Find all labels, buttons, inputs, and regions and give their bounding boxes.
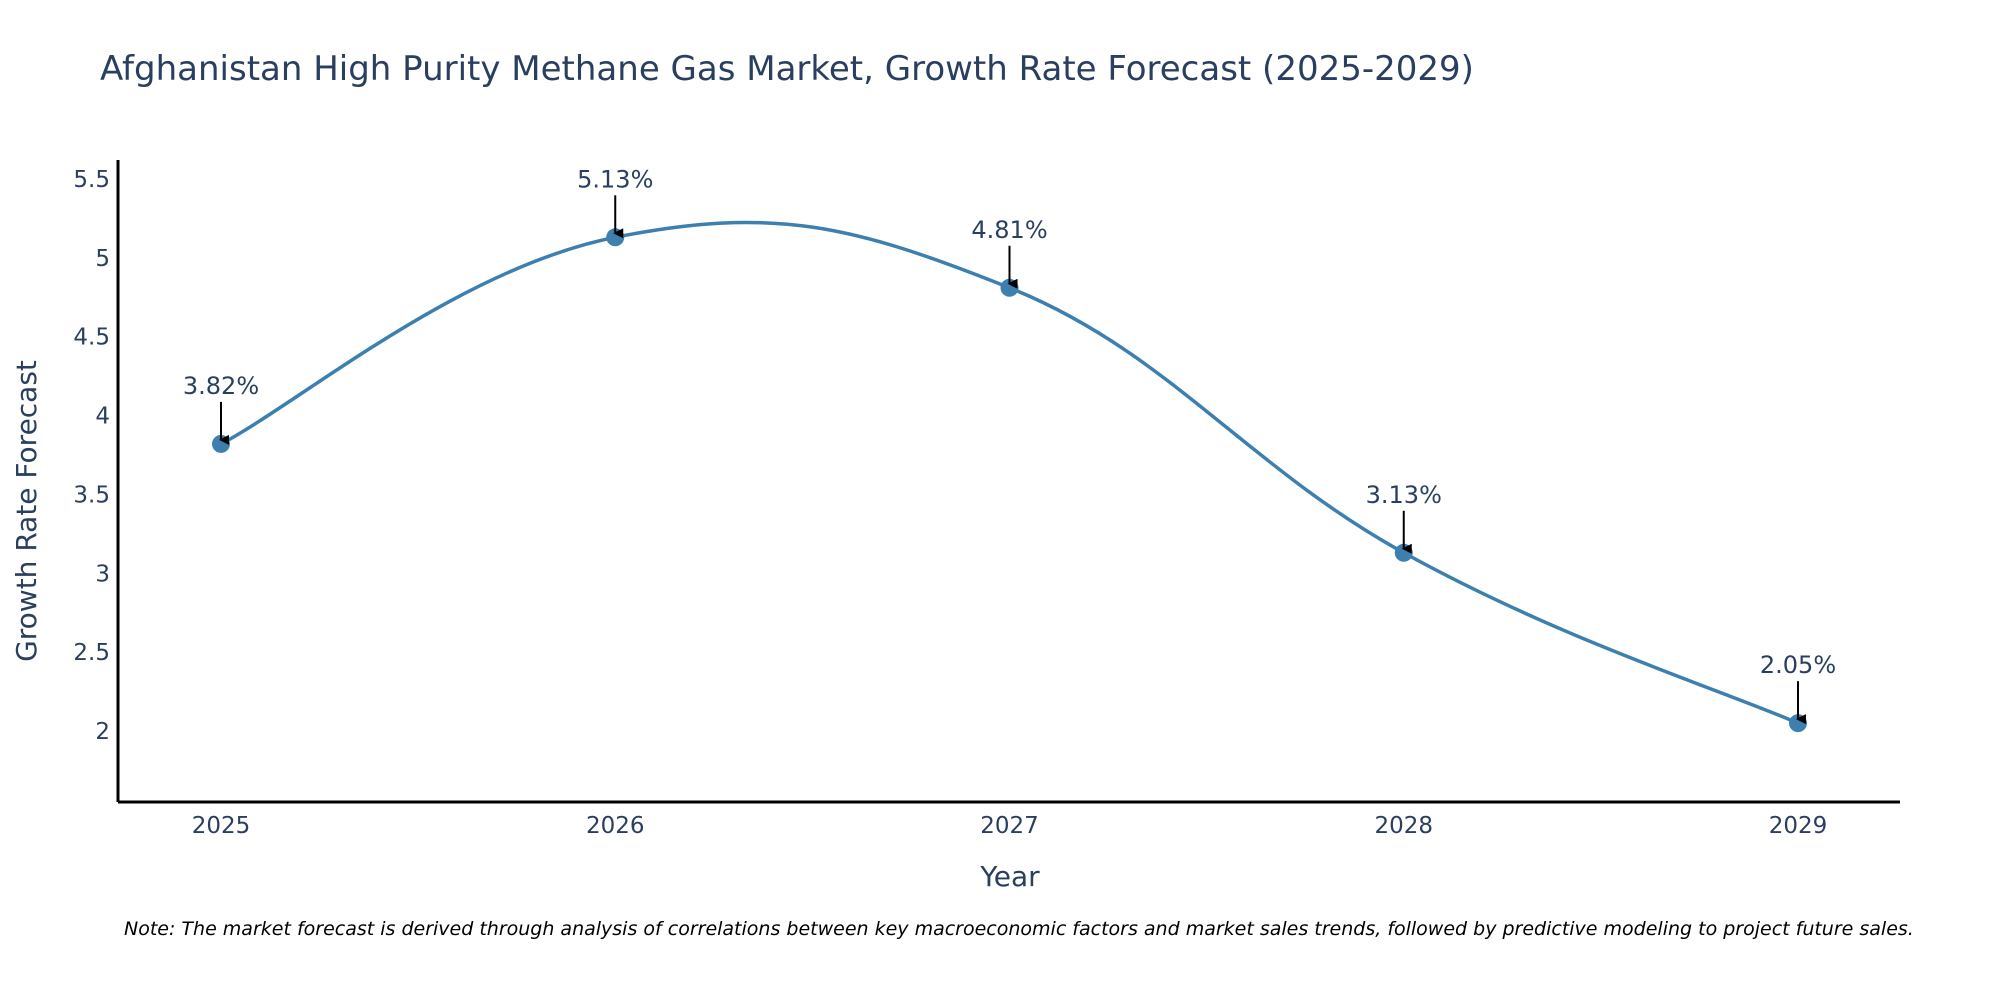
y-tick-label: 5.5 xyxy=(73,167,110,193)
x-tick-label: 2026 xyxy=(586,813,645,839)
x-axis-title: Year xyxy=(979,860,1040,893)
data-annotations: 3.82% 5.13% 4.81% 3.13% 2.05% xyxy=(183,165,1836,725)
footnote: Note: The market forecast is derived thr… xyxy=(124,918,1914,940)
y-tick-label: 5 xyxy=(95,246,110,272)
data-label: 2.05% xyxy=(1760,651,1836,679)
y-axis-ticks: 2 2.5 3 3.5 4 4.5 5 5.5 xyxy=(73,167,110,745)
axes xyxy=(116,160,1900,804)
x-axis-ticks: 2025 2026 2027 2028 2029 xyxy=(192,813,1828,839)
y-tick-label: 3 xyxy=(95,561,110,587)
data-label: 5.13% xyxy=(577,165,653,193)
y-axis-title: Growth Rate Forecast xyxy=(10,360,43,662)
x-tick-label: 2025 xyxy=(192,813,251,839)
y-tick-label: 2.5 xyxy=(73,640,110,666)
data-markers xyxy=(212,228,1807,733)
series-line xyxy=(220,220,1799,725)
y-tick-label: 2 xyxy=(95,719,110,745)
y-tick-label: 4 xyxy=(95,404,110,430)
chart-title: Afghanistan High Purity Methane Gas Mark… xyxy=(100,49,1474,89)
y-tick-label: 4.5 xyxy=(73,325,110,351)
x-tick-label: 2029 xyxy=(1769,813,1828,839)
x-tick-label: 2028 xyxy=(1374,813,1433,839)
data-label: 4.81% xyxy=(971,216,1047,244)
y-tick-label: 3.5 xyxy=(73,482,110,508)
data-label: 3.82% xyxy=(183,372,259,400)
x-tick-label: 2027 xyxy=(980,813,1039,839)
data-label: 3.13% xyxy=(1366,481,1442,509)
